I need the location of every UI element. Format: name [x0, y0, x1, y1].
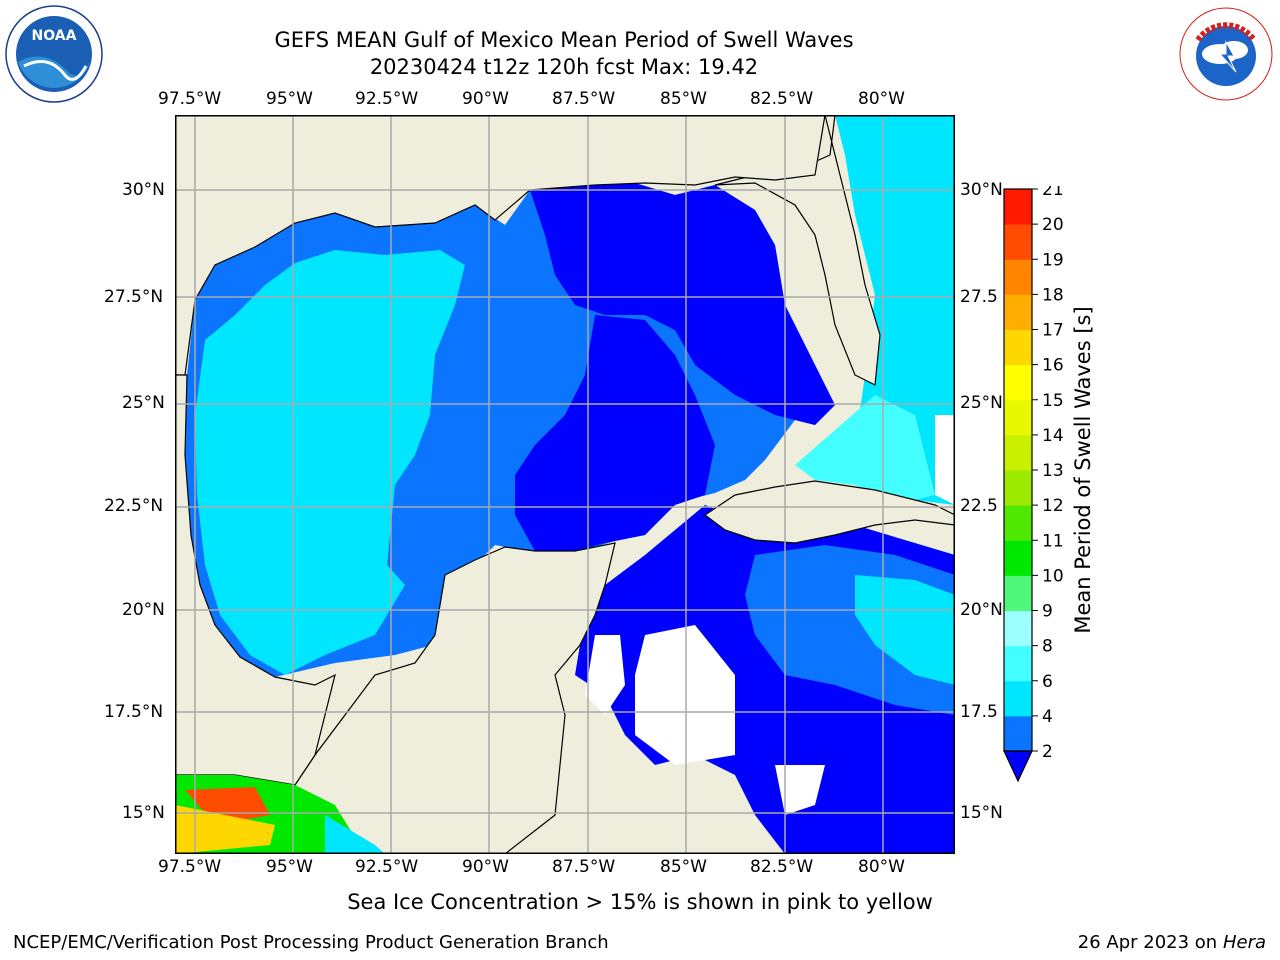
colorbar-segment — [1004, 470, 1032, 506]
lon-tick-top: 85°W — [660, 89, 707, 109]
colorbar-segment — [1004, 645, 1032, 682]
lon-tick-bottom: 90°W — [462, 857, 509, 877]
nodata-patch-3 — [775, 765, 825, 815]
colorbar-segment — [1004, 434, 1032, 471]
colorbar-tick-label: 17 — [1042, 321, 1064, 341]
lon-tick-bottom: 97.5°W — [158, 857, 222, 877]
colorbar-tick-label: 6 — [1042, 672, 1053, 692]
colorbar-tick-label: 14 — [1042, 426, 1064, 446]
colorbar-tick-label: 20 — [1042, 215, 1064, 235]
lat-tick-right: 15°N — [960, 803, 1003, 823]
lat-tick-left: 20°N — [122, 600, 165, 620]
colorbar-segment — [1004, 259, 1032, 295]
land-cuba — [703, 480, 955, 544]
nodata-patch-2 — [585, 635, 625, 715]
lon-tick-top: 97.5°W — [158, 89, 222, 109]
lon-tick-top: 95°W — [266, 89, 313, 109]
colorbar-tick-label: 8 — [1042, 637, 1053, 657]
pacific-swell-warm — [175, 805, 275, 854]
colorbar-segment — [1004, 575, 1032, 611]
caribbean-cyan — [855, 575, 955, 685]
central-deepblue — [530, 183, 835, 425]
colorbar-segment — [1004, 224, 1032, 260]
colorbar-segment — [1004, 399, 1032, 436]
noaa-logo: NOAA — [4, 4, 104, 104]
colorbar-segment — [1004, 610, 1032, 647]
lat-tick-right: 25°N — [960, 393, 1003, 413]
pacific-swell-hot — [185, 787, 270, 825]
lon-tick-top: 82.5°W — [750, 89, 814, 109]
colorbar-label: Mean Period of Swell Waves [s] — [1071, 306, 1095, 634]
colorbar-segment — [1004, 540, 1032, 576]
lon-tick-bottom: 92.5°W — [355, 857, 419, 877]
colorbar-tick-label: 10 — [1042, 566, 1064, 586]
lat-tick-right: 20°N — [960, 600, 1003, 620]
nws-logo — [1176, 4, 1276, 104]
map-panel — [175, 115, 955, 854]
colorbar-tick-label: 4 — [1042, 707, 1053, 727]
footer-host: Hera — [1222, 932, 1266, 953]
colorbar-tick-label: 12 — [1042, 496, 1064, 516]
colorbar-tick-label: 15 — [1042, 391, 1064, 411]
lat-tick-right: 17.5 — [960, 702, 998, 722]
chart-subtitle: 20230424 t12z 120h fcst Max: 19.42 — [369, 55, 759, 79]
chart-title: GEFS MEAN Gulf of Mexico Mean Period of … — [274, 28, 854, 52]
lat-tick-left: 17.5°N — [104, 702, 164, 722]
lon-tick-top: 92.5°W — [355, 89, 419, 109]
colorbar-segment — [1004, 189, 1032, 225]
nodata-patch-4 — [935, 415, 955, 505]
lon-tick-bottom: 80°W — [858, 857, 905, 877]
colorbar-segment — [1004, 329, 1032, 366]
colorbar-segment — [1004, 505, 1032, 541]
colorbar: 2 4 6 8 9 10 11 12 13 14 15 16 17 18 19 20 21 — [1000, 180, 1100, 786]
colorbar-tick-label: 18 — [1042, 285, 1064, 305]
lon-tick-top: 87.5°W — [552, 89, 616, 109]
colorbar-tick-label: 16 — [1042, 356, 1064, 376]
colorbar-tick-label: 2 — [1042, 742, 1053, 762]
land-yucatan — [175, 542, 616, 854]
footer-date: 26 Apr 2023 on Hera — [1078, 932, 1266, 953]
lon-tick-bottom: 95°W — [266, 857, 313, 877]
colorbar-tick-label: 11 — [1042, 531, 1064, 551]
footer-date-text: 26 Apr 2023 on — [1077, 932, 1223, 953]
sea-ice-note: Sea Ice Concentration > 15% is shown in … — [347, 890, 933, 914]
noaa-logo-text: NOAA — [32, 28, 77, 44]
colorbar-segment — [1004, 294, 1032, 330]
western-cyan — [195, 250, 465, 675]
land-florida — [714, 115, 955, 386]
central-deepblue-2 — [515, 315, 715, 551]
colorbar-tick-label: 19 — [1042, 250, 1064, 270]
colorbar-segment — [1004, 680, 1032, 717]
footer-branch: NCEP/EMC/Verification Post Processing Pr… — [13, 932, 609, 953]
lat-tick-left: 22.5°N — [104, 496, 164, 516]
lon-tick-top: 80°W — [858, 89, 905, 109]
lat-tick-left: 25°N — [122, 393, 165, 413]
colorbar-tick-label: 13 — [1042, 461, 1064, 481]
land-mexico — [175, 374, 336, 786]
lat-tick-left: 27.5°N — [104, 287, 164, 307]
lat-tick-right: 22.5 — [960, 496, 998, 516]
colorbar-tick-label: 21 — [1042, 186, 1064, 200]
lon-tick-top: 90°W — [462, 89, 509, 109]
lat-tick-left: 15°N — [122, 803, 165, 823]
lat-tick-right: 30°N — [960, 180, 1003, 200]
colorbar-under-triangle — [1003, 750, 1033, 783]
lon-tick-bottom: 87.5°W — [552, 857, 616, 877]
colorbar-tick-label: 9 — [1042, 602, 1053, 622]
map-frame — [175, 115, 955, 854]
nodata-patch-1 — [635, 625, 735, 765]
map-svg — [175, 115, 955, 854]
land-northcoast — [175, 115, 826, 376]
lat-tick-left: 30°N — [122, 180, 165, 200]
pacific-swell-cyan — [325, 815, 385, 854]
lon-tick-bottom: 82.5°W — [750, 857, 814, 877]
straits-lightcyan — [795, 395, 935, 505]
gridlines — [175, 115, 955, 854]
lon-tick-bottom: 85°W — [660, 857, 707, 877]
colorbar-segment — [1004, 364, 1032, 401]
colorbar-segment — [1004, 715, 1032, 752]
lat-tick-right: 27.5 — [960, 287, 998, 307]
